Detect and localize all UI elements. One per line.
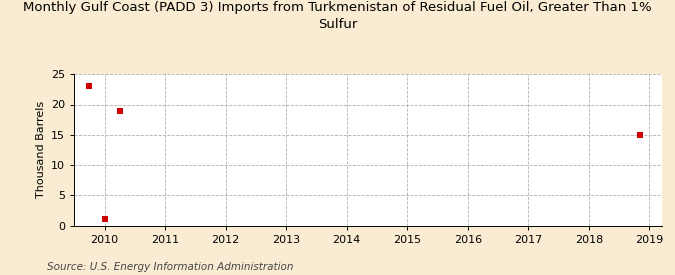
Point: [114, 108, 125, 113]
Text: Source: U.S. Energy Information Administration: Source: U.S. Energy Information Administ…: [47, 262, 294, 272]
Point: [84, 84, 95, 89]
Point: [635, 133, 646, 137]
Text: Monthly Gulf Coast (PADD 3) Imports from Turkmenistan of Residual Fuel Oil, Grea: Monthly Gulf Coast (PADD 3) Imports from…: [23, 1, 652, 31]
Y-axis label: Thousand Barrels: Thousand Barrels: [36, 101, 45, 199]
Point: [99, 217, 110, 222]
